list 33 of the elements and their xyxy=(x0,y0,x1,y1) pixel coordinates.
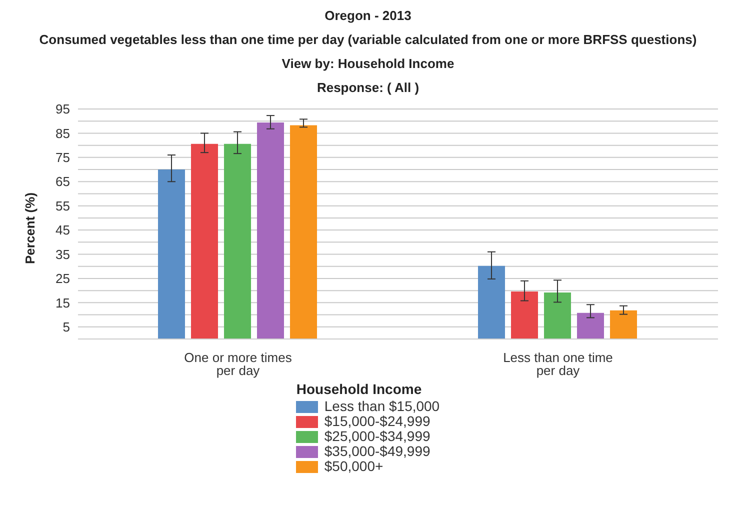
x-tick-label: Less than one time per day xyxy=(503,350,613,378)
bar xyxy=(478,266,505,339)
bar xyxy=(290,125,317,339)
y-tick-label: 55 xyxy=(56,198,70,214)
chart-title: Oregon - 2013 xyxy=(324,8,412,23)
y-tick-label: 85 xyxy=(56,126,70,141)
text: Response: ( All ) xyxy=(316,80,420,95)
y-tick-label: 65 xyxy=(56,174,70,190)
y-axis-title: Percent (%) xyxy=(22,192,38,264)
y-tick-label: 45 xyxy=(56,222,70,238)
y-tick-label: 35 xyxy=(56,246,70,262)
bar xyxy=(224,144,251,339)
bar xyxy=(577,312,604,339)
bar xyxy=(191,144,218,339)
legend-label: $15,000-$24,999 xyxy=(323,413,432,429)
text: View by: Household Income xyxy=(280,56,456,71)
y-tick-label: 5 xyxy=(62,320,70,335)
legend-label: $35,000-$49,999 xyxy=(323,443,432,459)
chart-subtitle: Consumed vegetables less than one time per day (variable calculated from one or more BRFSS questions) xyxy=(38,32,698,47)
bar xyxy=(511,292,538,339)
y-tick-label: 15 xyxy=(56,295,70,310)
y-tick-label: 25 xyxy=(56,271,70,286)
bar xyxy=(610,310,637,339)
x-tick-label: One or more times per day xyxy=(184,350,292,378)
y-tick-label: 95 xyxy=(56,102,70,117)
legend-label: Less than $15,000 xyxy=(323,398,440,414)
bar xyxy=(544,292,571,339)
legend-title: Household Income xyxy=(296,381,423,397)
legend-label: $50,000+ xyxy=(323,458,384,474)
legend-label: $25,000-$34,999 xyxy=(323,428,432,444)
y-tick-label: 75 xyxy=(56,150,70,166)
bar xyxy=(257,122,284,339)
bar xyxy=(158,170,185,339)
